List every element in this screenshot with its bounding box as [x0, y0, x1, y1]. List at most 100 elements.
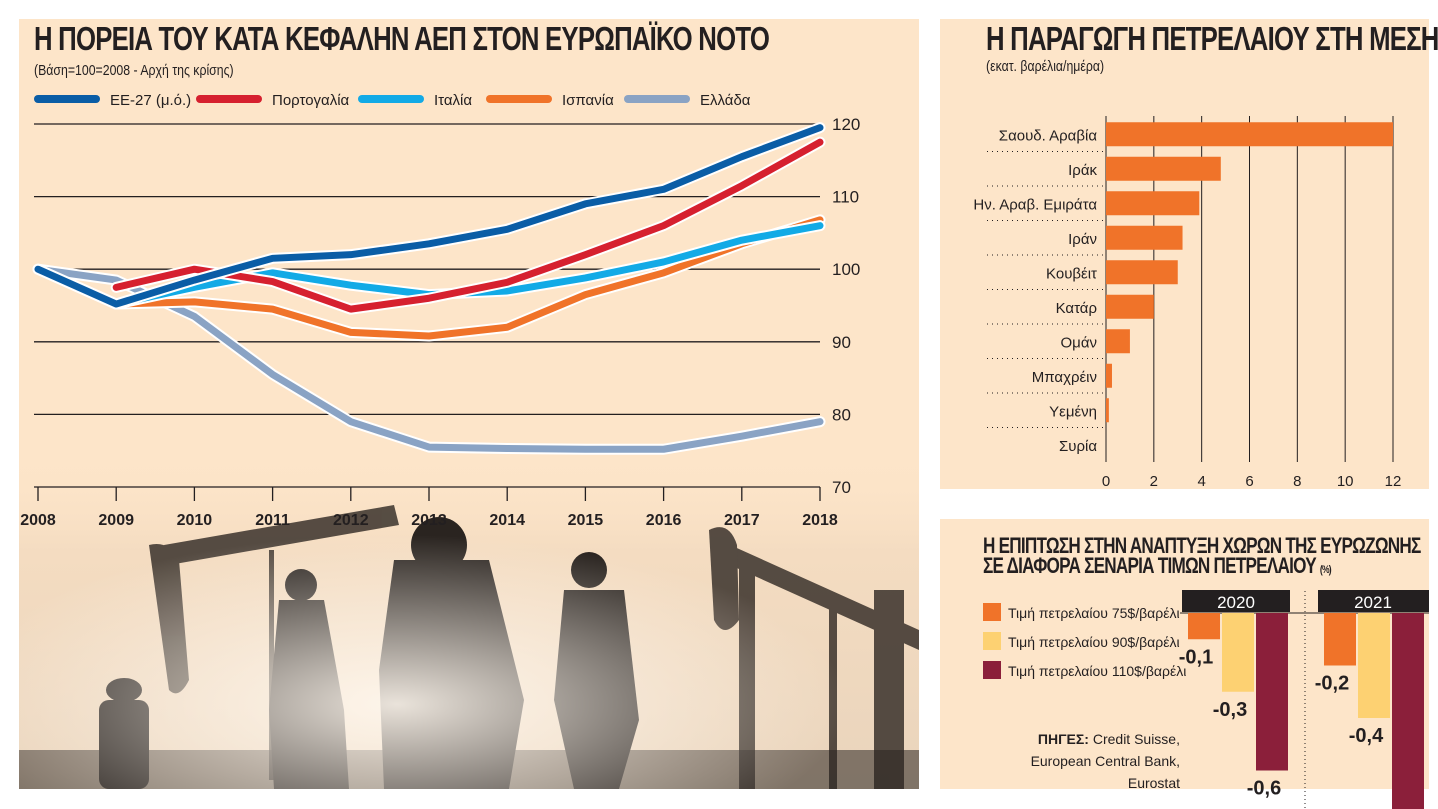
x-tick-label: 2014 [489, 512, 525, 529]
value-label: -0,2 [1315, 673, 1349, 695]
category-label: Ην. Αραβ. Εμιράτα [973, 196, 1097, 213]
eurozone-impact-bar-chart: Τιμή πετρελαίου 75$/βαρέλι Τιμή πετρελαίο… [983, 590, 1429, 809]
x-tick-label: 6 [1245, 473, 1253, 490]
x-tick-label: 2009 [98, 512, 134, 529]
y-axis-labels: 70 80 90 100 110 120 [832, 115, 860, 497]
source-note-line2: European Central Bank, [1031, 753, 1180, 769]
legend: Τιμή πετρελαίου 75$/βαρέλι Τιμή πετρελαίο… [983, 603, 1186, 679]
category-label: Σαουδ. Αραβία [999, 127, 1098, 144]
x-tick-label: 2012 [333, 512, 369, 529]
y-tick-label: 120 [832, 115, 860, 134]
x-axis-labels: 0 2 4 6 8 10 12 [1102, 473, 1402, 490]
bar [1106, 260, 1178, 285]
bar [1106, 398, 1109, 423]
legend-swatch [983, 603, 1001, 621]
x-tick-label: 2017 [724, 512, 760, 529]
bar [1106, 122, 1393, 147]
category-label: Συρία [1059, 438, 1097, 455]
category-label: Υεμένη [1049, 403, 1097, 420]
value-label: -0,6 [1247, 778, 1281, 800]
oil-production-title: Η ΠΑΡΑΓΩΓΗ ΠΕΤΡΕΛΑΙΟΥ ΣΤΗ ΜΕΣΗ ΑΝΑΤΟΛΗ [986, 20, 1438, 57]
bar [1106, 294, 1154, 319]
x-tick-label: 0 [1102, 473, 1110, 490]
x-tick-label: 10 [1337, 473, 1354, 490]
category-label: Ιράν [1068, 231, 1097, 248]
legend-label: Ιταλία [434, 92, 472, 109]
legend-label: Τιμή πετρελαίου 110$/βαρέλι [1008, 663, 1186, 679]
x-tick-label: 2013 [411, 512, 447, 529]
bar [1106, 156, 1221, 181]
x-tick-label: 2018 [802, 512, 838, 529]
gdp-line-chart: ΕΕ-27 (μ.ό.) Πορτογαλία Ιταλία Ισπανία Ελλάδ… [20, 92, 860, 529]
legend-label: Ελλάδα [700, 92, 751, 109]
source-text-1: Credit Suisse, [1089, 731, 1180, 747]
year-header-bg [1318, 590, 1429, 612]
x-tick-label: 4 [1197, 473, 1205, 490]
legend-label: Ισπανία [562, 92, 614, 109]
series-line-0 [34, 124, 824, 308]
y-tick-label: 100 [832, 260, 860, 279]
bars [1188, 613, 1424, 809]
category-label: Ομάν [1061, 334, 1097, 351]
bar [1106, 225, 1183, 250]
bar [1106, 329, 1130, 354]
category-labels: Σαουδ. Αραβία Ιράκ Ην. Αραβ. Εμιράτα Ιράν Κο… [973, 127, 1106, 455]
y-tick-label: 110 [832, 188, 859, 207]
bar [1106, 191, 1200, 216]
gdp-chart-subtitle: (Βάση=100=2008 - Αρχή της κρίσης) [34, 62, 234, 79]
source-note-line3: Eurostat [1128, 775, 1180, 791]
x-tick-label: 2015 [568, 512, 604, 529]
oil-production-subtitle: (εκατ. βαρέλια/ημέρα) [986, 58, 1105, 75]
year-headers: 2020 2021 [1180, 590, 1429, 809]
bar [1188, 613, 1220, 640]
legend-label: Τιμή πετρελαίου 90$/βαρέλι [1008, 634, 1180, 650]
x-tick-label: 2011 [255, 512, 290, 529]
category-label: Κουβέιτ [1046, 265, 1097, 282]
x-tick-label: 2 [1150, 473, 1158, 490]
photo-silhouettes [19, 450, 919, 789]
series-line-3 [112, 216, 824, 340]
oil-production-panel [940, 19, 1429, 489]
legend-label: Τιμή πετρελαίου 75$/βαρέλι [1008, 605, 1180, 621]
series-lines [32, 122, 826, 455]
y-tick-label: 80 [832, 405, 851, 424]
y-tick-label: 90 [832, 333, 851, 352]
legend-swatch [983, 661, 1001, 679]
bar [1392, 613, 1424, 809]
x-tick-label: 2008 [20, 512, 56, 529]
x-tick-label: 2010 [177, 512, 213, 529]
category-label: Μπαχρέιν [1032, 369, 1097, 386]
x-tick-label: 8 [1293, 473, 1301, 490]
year-header-bg [1182, 590, 1290, 612]
impact-title-line2: ΣΕ ΔΙΑΦΟΡΑ ΣΕΝΑΡΙΑ ΤΙΜΩΝ ΠΕΤΡΕΛΑΙΟΥ [983, 553, 1317, 578]
gdp-chart-title: Η ΠΟΡΕΙΑ ΤΟΥ ΚΑΤΑ ΚΕΦΑΛΗΝ ΑΕΠ ΣΤΟΝ ΕΥΡΩΠ… [34, 20, 770, 57]
value-label: -0,3 [1213, 699, 1247, 721]
value-labels: -0,1-0,2-0,3-0,4-0,6-0.8 [1179, 646, 1384, 800]
category-label: Ιράκ [1068, 162, 1097, 179]
bar [1256, 613, 1288, 771]
oil-workers-photo [19, 450, 919, 789]
y-tick-label: 70 [832, 478, 851, 497]
value-label: -0,1 [1179, 646, 1213, 668]
value-label: -0,4 [1349, 725, 1384, 747]
bar [1106, 363, 1112, 388]
oil-production-bar-chart: Σαουδ. Αραβία Ιράκ Ην. Αραβ. Εμιράτα Ιράν Κο… [973, 116, 1402, 490]
source-note-line1: ΠΗΓΕΣ: Credit Suisse, [1038, 731, 1180, 747]
x-tick-label: 12 [1385, 473, 1402, 490]
year-header: 2021 [1354, 593, 1392, 612]
bar [1222, 613, 1254, 692]
bars [1106, 122, 1393, 423]
category-label: Κατάρ [1056, 300, 1097, 317]
legend-label: ΕΕ-27 (μ.ό.) [110, 92, 191, 109]
legend-label: Πορτογαλία [272, 92, 350, 109]
legend: ΕΕ-27 (μ.ό.) Πορτογαλία Ιταλία Ισπανία Ελλάδ… [34, 92, 751, 109]
legend-swatch [983, 632, 1001, 650]
year-header: 2020 [1217, 593, 1255, 612]
bar [1358, 613, 1390, 718]
impact-title-unit: (%) [1319, 564, 1332, 576]
bar [1324, 613, 1356, 666]
impact-title-line1: Η ΕΠΙΠΤΩΣΗ ΣΤΗΝ ΑΝΑΠΤΥΞΗ ΧΩΡΩΝ ΤΗΣ ΕΥΡΩΖ… [983, 533, 1421, 558]
source-label: ΠΗΓΕΣ: [1038, 731, 1089, 747]
series-line-1 [112, 138, 824, 313]
x-axis-labels: 2008 2009 2010 2011 2012 2013 2014 2015 2016 2017… [20, 512, 838, 529]
